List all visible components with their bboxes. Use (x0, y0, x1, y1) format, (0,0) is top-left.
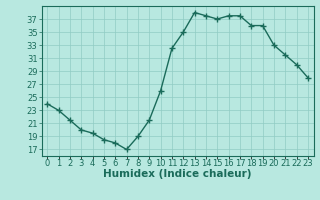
X-axis label: Humidex (Indice chaleur): Humidex (Indice chaleur) (103, 169, 252, 179)
